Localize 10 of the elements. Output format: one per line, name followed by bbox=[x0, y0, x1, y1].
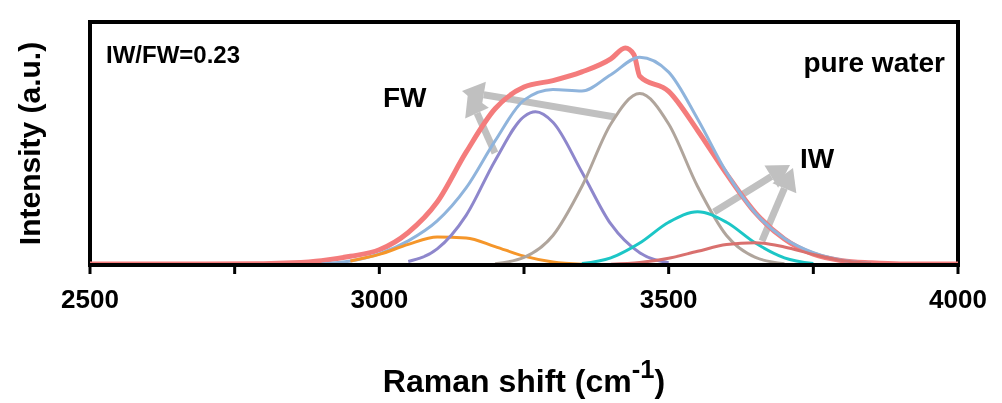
annotation: FW bbox=[383, 82, 428, 113]
y-axis-title: Intensity (a.u.) bbox=[13, 41, 46, 246]
annotation: pure water bbox=[803, 47, 946, 78]
annotation: IW bbox=[800, 143, 835, 174]
x-tick-label: 3000 bbox=[350, 284, 409, 315]
x-tick-label: 4000 bbox=[929, 284, 987, 315]
x-axis-title: Raman shift (cm$^{-1}$) bbox=[382, 355, 666, 399]
annotation: IW/FW=0.23 bbox=[106, 41, 241, 68]
x-tick-label: 3500 bbox=[639, 284, 698, 315]
x-tick-label: 2500 bbox=[61, 284, 119, 315]
